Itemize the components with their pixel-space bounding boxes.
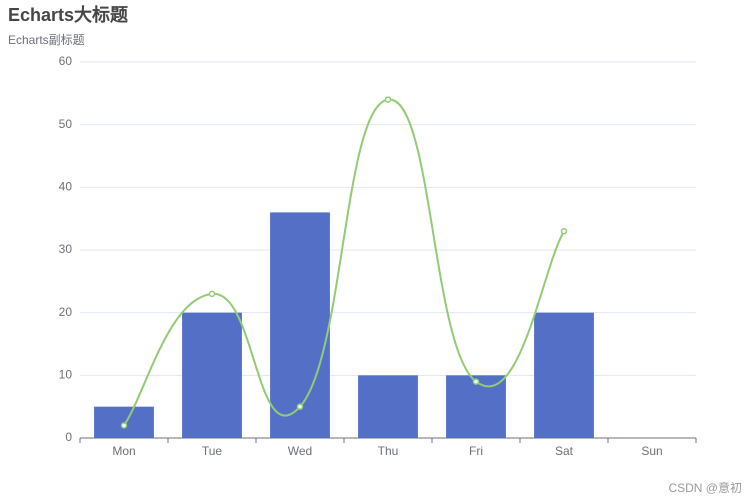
x-tick-label: Thu	[378, 444, 399, 458]
line-point	[472, 378, 480, 385]
y-tick-label: 20	[59, 305, 73, 319]
watermark: CSDN @意初	[668, 480, 742, 495]
bar	[358, 375, 418, 438]
line-point	[208, 290, 216, 298]
bar	[270, 212, 330, 438]
y-tick-label: 60	[59, 54, 73, 68]
x-tick-label: Mon	[112, 444, 135, 458]
bar	[446, 375, 506, 438]
line-point	[296, 403, 304, 410]
y-tick-label: 50	[59, 117, 73, 131]
x-tick-label: Wed	[288, 444, 312, 458]
x-tick-label: Tue	[202, 444, 223, 458]
y-tick-label: 10	[59, 368, 73, 382]
x-tick-label: Fri	[469, 444, 483, 458]
chart-subtitle: Echarts副标题	[8, 33, 85, 47]
y-tick-label: 30	[59, 242, 73, 256]
y-tick-label: 40	[59, 180, 73, 194]
line-point	[560, 227, 568, 235]
x-tick-label: Sat	[555, 444, 574, 458]
bar	[534, 312, 594, 438]
chart-title: Echarts大标题	[8, 4, 129, 25]
y-tick-label: 0	[65, 430, 72, 444]
line-point	[120, 422, 128, 429]
x-tick-label: Sun	[641, 444, 662, 458]
bar	[182, 312, 242, 438]
line-point	[384, 96, 392, 103]
